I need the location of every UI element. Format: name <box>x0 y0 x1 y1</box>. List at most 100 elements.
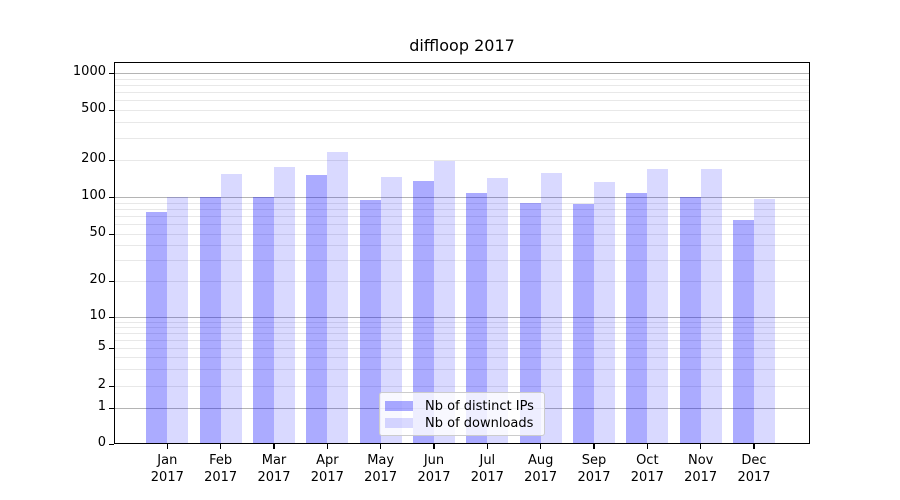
gridline-minor <box>114 357 810 359</box>
bar-ips <box>199 197 221 444</box>
legend-row-ips: Nb of distinct IPs <box>385 399 535 414</box>
gridline-minor <box>114 339 810 341</box>
legend-label-downloads: Nb of downloads <box>425 415 534 431</box>
x-tick-mark <box>433 444 435 449</box>
gridline-minor <box>114 122 810 124</box>
y-tick-mark <box>109 109 114 111</box>
gridline-minor <box>114 326 810 328</box>
y-tick-mark <box>109 159 114 161</box>
gridline-minor <box>114 202 810 204</box>
bar-downloads <box>540 172 562 444</box>
x-tick-mark <box>753 444 755 449</box>
x-tick-mark <box>646 444 649 449</box>
y-tick-label: 1000 <box>72 64 106 79</box>
x-tick-year: 2017 <box>150 470 184 485</box>
x-tick-year: 2017 <box>737 470 771 485</box>
x-tick-year: 2017 <box>630 470 664 485</box>
y-tick-label: 5 <box>97 339 106 354</box>
x-tick-mark <box>699 444 702 449</box>
bar-ips <box>413 180 434 444</box>
x-tick-mark <box>166 444 169 449</box>
gridline-minor <box>114 84 810 86</box>
y-tick-mark <box>109 196 114 198</box>
chart-title: diffloop 2017 <box>409 36 515 55</box>
y-tick-label: 2 <box>97 377 106 392</box>
legend-row-downloads: Nb of downloads <box>385 415 535 431</box>
bar-downloads <box>380 177 402 444</box>
x-tick-label: May 2017 <box>351 452 411 486</box>
bar-downloads <box>700 168 722 444</box>
x-tick-month: Dec <box>741 453 767 468</box>
gridline-minor <box>114 100 810 102</box>
gridline-minor <box>114 369 810 371</box>
x-tick-label: Aug 2017 <box>511 452 571 486</box>
y-tick-label: 200 <box>81 151 106 166</box>
plot-border <box>114 62 810 444</box>
bar-downloads <box>754 198 775 444</box>
x-tick-year: 2017 <box>204 470 238 485</box>
x-tick-mark <box>539 444 542 449</box>
y-tick-mark <box>109 72 114 74</box>
gridline-minor <box>114 110 810 111</box>
gridline-major <box>114 317 810 318</box>
x-tick-month: Jul <box>479 453 496 468</box>
gridline-minor <box>114 216 810 218</box>
x-tick-label: Jan 2017 <box>137 452 197 486</box>
bar-downloads <box>167 197 189 444</box>
bar-ips <box>679 197 701 444</box>
gridline-minor <box>114 160 810 161</box>
y-tick-mark <box>109 316 114 318</box>
x-tick-month: Jun <box>423 453 445 468</box>
y-tick-mark <box>109 443 114 445</box>
x-tick-year: 2017 <box>417 470 451 485</box>
x-tick-mark <box>326 444 329 449</box>
x-tick-year: 2017 <box>524 470 558 485</box>
y-tick-mark <box>109 407 114 409</box>
gridline-minor <box>114 348 810 349</box>
bar-ips <box>466 192 488 444</box>
x-tick-month: Feb <box>209 453 233 468</box>
x-tick-year: 2017 <box>684 470 718 485</box>
gridline-minor <box>114 224 810 226</box>
x-tick-label: Sep 2017 <box>564 452 624 486</box>
y-tick-label: 50 <box>89 225 106 240</box>
gridline-major <box>114 197 810 198</box>
y-tick-mark <box>109 233 114 235</box>
gridline-minor <box>114 260 810 262</box>
legend-swatch-downloads-icon <box>385 418 413 428</box>
x-tick-year: 2017 <box>577 470 611 485</box>
bar-ips <box>626 192 648 444</box>
bar-ips <box>573 203 594 444</box>
x-tick-year: 2017 <box>257 470 291 485</box>
y-tick-label: 20 <box>89 272 106 287</box>
bar-downloads <box>487 178 509 444</box>
x-tick-year: 2017 <box>364 470 398 485</box>
gridline-minor <box>114 92 810 94</box>
x-tick-year: 2017 <box>310 470 344 485</box>
y-tick-mark <box>109 280 114 282</box>
x-tick-label: Dec 2017 <box>724 452 784 486</box>
gridline-minor <box>114 321 810 323</box>
x-tick-month: Jan <box>157 453 178 468</box>
x-tick-month: Apr <box>316 453 339 468</box>
x-tick-month: Oct <box>636 453 659 468</box>
bar-ips <box>146 212 168 444</box>
x-tick-mark <box>379 444 382 449</box>
y-tick-label: 10 <box>89 308 106 323</box>
bar-downloads <box>594 181 615 444</box>
gridline-minor <box>114 281 810 282</box>
x-tick-mark <box>486 444 489 449</box>
bar-ips <box>359 199 381 444</box>
x-tick-month: May <box>367 453 395 468</box>
gridline-minor <box>114 386 810 387</box>
x-tick-label: Oct 2017 <box>617 452 677 486</box>
x-tick-mark <box>219 444 222 449</box>
gridline-minor <box>114 78 810 80</box>
x-tick-month: Mar <box>261 453 287 468</box>
bar-downloads <box>647 169 669 444</box>
y-tick-label: 0 <box>97 435 106 450</box>
x-tick-label: Jul 2017 <box>457 452 517 486</box>
x-tick-mark <box>593 444 595 449</box>
x-tick-year: 2017 <box>470 470 504 485</box>
